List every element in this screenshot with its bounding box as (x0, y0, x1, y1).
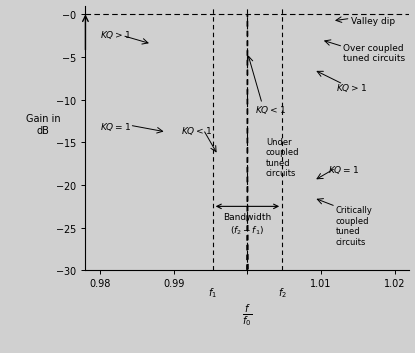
Text: Gain in
dB: Gain in dB (26, 114, 61, 136)
Text: $f_1$: $f_1$ (208, 286, 217, 300)
Text: Over coupled
tuned circuits: Over coupled tuned circuits (343, 44, 405, 64)
Text: $\frac{f}{f_0}$: $\frac{f}{f_0}$ (242, 303, 252, 329)
Text: Critically
coupled
tuned
circuits: Critically coupled tuned circuits (336, 207, 373, 246)
Text: Bandwidth
$(f_2-f_1)$: Bandwidth $(f_2-f_1)$ (223, 213, 271, 237)
Text: Valley dip: Valley dip (351, 17, 395, 26)
Text: Under
coupled
tuned
circuits: Under coupled tuned circuits (266, 138, 299, 178)
Text: $KQ < 1$: $KQ < 1$ (255, 104, 286, 116)
Text: $KQ < 1$: $KQ < 1$ (181, 125, 212, 137)
Text: $KQ > 1$: $KQ > 1$ (336, 83, 367, 95)
Text: $KQ = 1$: $KQ = 1$ (100, 121, 131, 133)
Text: $KQ > 1$: $KQ > 1$ (100, 30, 131, 42)
Text: $KQ = 1$: $KQ = 1$ (328, 164, 359, 176)
Text: $f_2$: $f_2$ (278, 286, 286, 300)
